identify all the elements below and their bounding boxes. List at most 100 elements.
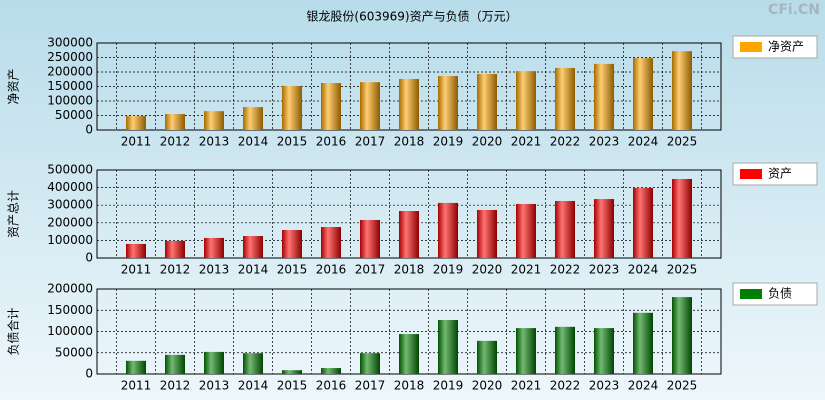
x-tick-label: 2022	[550, 135, 581, 149]
y-tick-label: 300000	[47, 198, 93, 212]
bar	[438, 320, 458, 374]
bar	[360, 219, 380, 258]
legend-box	[732, 282, 818, 306]
x-tick-label: 2018	[394, 379, 425, 393]
x-tick-label: 2018	[394, 135, 425, 149]
bar	[516, 328, 536, 374]
bar	[165, 240, 185, 258]
x-tick-label: 2023	[589, 135, 620, 149]
legend-label: 负债	[768, 287, 792, 301]
bar	[243, 107, 263, 130]
x-tick-label: 2012	[160, 135, 191, 149]
bar	[633, 312, 653, 374]
bar	[477, 209, 497, 258]
x-tick-label: 2016	[316, 263, 347, 277]
x-tick-label: 2025	[667, 263, 698, 277]
x-tick-label: 2021	[511, 263, 542, 277]
x-tick-label: 2017	[355, 379, 386, 393]
x-tick-label: 2015	[277, 263, 308, 277]
bar	[321, 368, 341, 374]
bar	[399, 78, 419, 130]
x-tick-label: 2022	[550, 263, 581, 277]
y-tick-label: 200000	[47, 65, 93, 79]
legend-swatch	[740, 169, 762, 179]
y-tick-label: 500000	[47, 163, 93, 177]
x-tick-label: 2019	[433, 263, 464, 277]
bar	[282, 370, 302, 374]
y-tick-label: 100000	[47, 324, 93, 338]
y-tick-label: 150000	[47, 79, 93, 93]
x-tick-label: 2020	[472, 263, 503, 277]
x-tick-label: 2021	[511, 135, 542, 149]
x-tick-label: 2012	[160, 379, 191, 393]
x-tick-label: 2013	[199, 263, 230, 277]
x-tick-label: 2020	[472, 379, 503, 393]
bar	[672, 51, 692, 131]
bar	[204, 111, 224, 130]
x-tick-label: 2013	[199, 135, 230, 149]
x-tick-label: 2011	[121, 263, 152, 277]
x-tick-label: 2016	[316, 135, 347, 149]
x-tick-label: 2014	[238, 379, 269, 393]
bar	[126, 360, 146, 374]
y-tick-label: 0	[85, 123, 93, 137]
legend-swatch	[740, 289, 762, 299]
watermark: CFi.CN	[768, 2, 820, 18]
x-tick-label: 2018	[394, 263, 425, 277]
bar	[594, 328, 614, 374]
x-tick-label: 2014	[238, 135, 269, 149]
bar	[399, 334, 419, 374]
y-tick-label: 300000	[47, 36, 93, 50]
y-tick-label: 100000	[47, 94, 93, 108]
bar	[165, 114, 185, 130]
bar	[516, 203, 536, 258]
bar	[165, 354, 185, 374]
bar	[282, 85, 302, 130]
legend-label: 资产	[768, 167, 792, 181]
bar	[243, 353, 263, 374]
y-axis-label: 资产总计	[7, 190, 21, 238]
bar	[672, 297, 692, 374]
x-tick-label: 2023	[589, 263, 620, 277]
bar	[477, 340, 497, 374]
bar	[438, 202, 458, 258]
y-tick-label: 250000	[47, 50, 93, 64]
bar	[243, 236, 263, 258]
legend-label: 净资产	[768, 40, 804, 54]
x-tick-label: 2011	[121, 135, 152, 149]
bar	[672, 178, 692, 258]
y-tick-label: 200000	[47, 282, 93, 296]
y-tick-label: 150000	[47, 303, 93, 317]
y-tick-label: 200000	[47, 215, 93, 229]
x-tick-label: 2019	[433, 135, 464, 149]
bar	[633, 58, 653, 130]
x-tick-label: 2015	[277, 135, 308, 149]
y-tick-label: 50000	[55, 345, 93, 359]
y-tick-label: 0	[85, 367, 93, 381]
legend-box	[732, 162, 818, 186]
bar	[477, 74, 497, 130]
bar	[360, 353, 380, 374]
bar	[516, 71, 536, 130]
x-tick-label: 2017	[355, 135, 386, 149]
y-axis-label: 净资产	[7, 68, 21, 104]
bar	[555, 326, 575, 374]
bar	[555, 67, 575, 130]
y-tick-label: 100000	[47, 233, 93, 247]
bar	[126, 116, 146, 130]
bar	[594, 63, 614, 130]
y-tick-label: 400000	[47, 180, 93, 194]
legend-box	[732, 35, 818, 59]
bar	[360, 82, 380, 130]
y-axis-label: 负债合计	[6, 307, 21, 355]
x-tick-label: 2012	[160, 263, 191, 277]
y-tick-label: 0	[85, 251, 93, 265]
x-tick-label: 2024	[628, 379, 659, 393]
x-tick-label: 2015	[277, 379, 308, 393]
bar	[204, 237, 224, 258]
bar	[321, 83, 341, 130]
x-tick-label: 2023	[589, 379, 620, 393]
x-tick-label: 2017	[355, 263, 386, 277]
x-tick-label: 2011	[121, 379, 152, 393]
